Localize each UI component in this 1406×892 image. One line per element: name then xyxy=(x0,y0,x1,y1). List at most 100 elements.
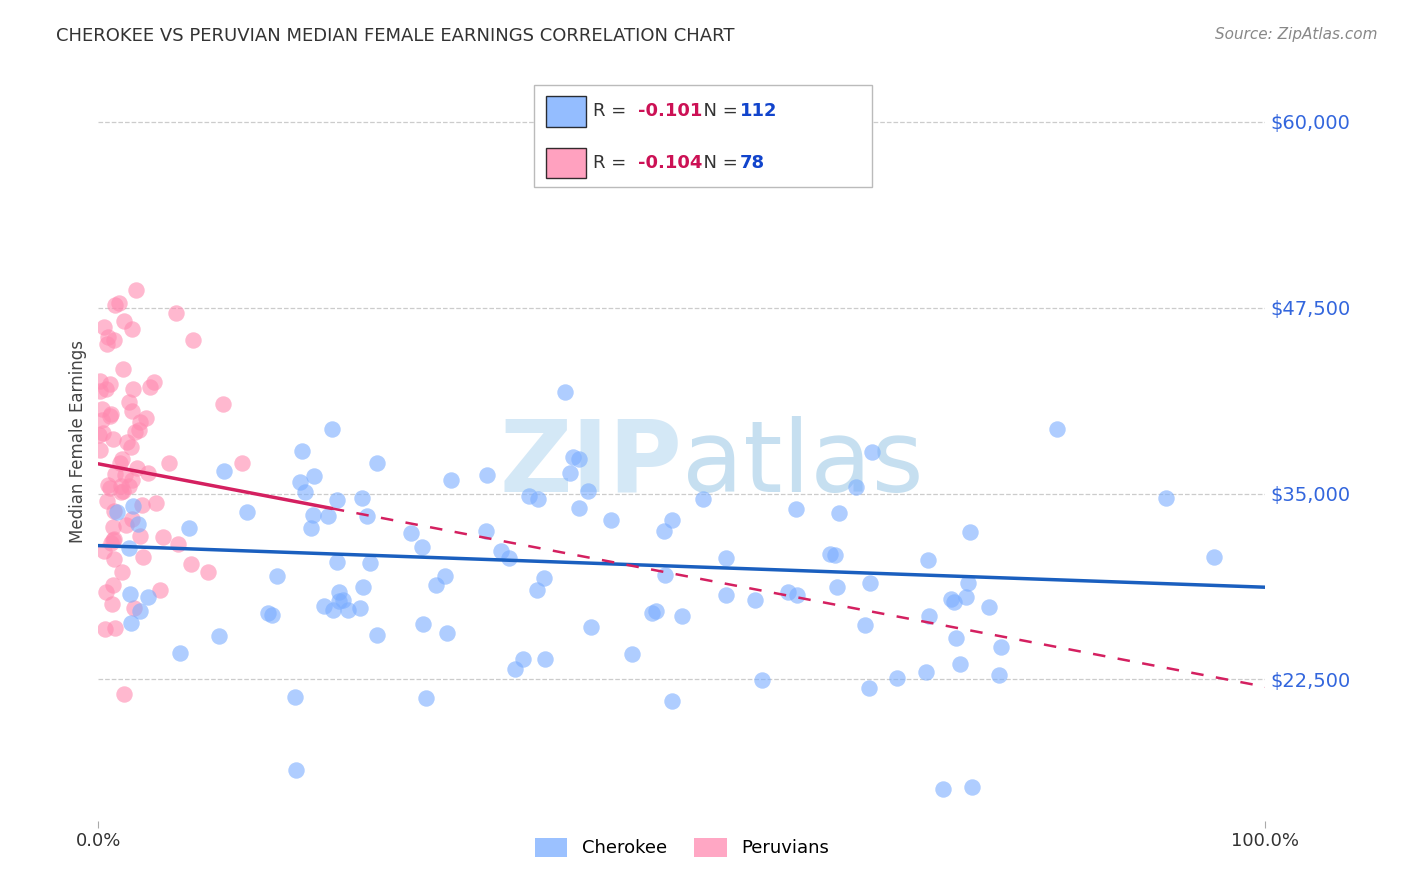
Point xyxy=(117,434,139,449)
Point xyxy=(960,780,983,794)
Point xyxy=(197,565,219,579)
Point xyxy=(104,467,127,481)
Text: R =: R = xyxy=(593,103,633,120)
Point xyxy=(122,601,145,615)
Point xyxy=(149,582,172,597)
Point xyxy=(103,333,125,347)
Point xyxy=(101,520,124,534)
Text: N =: N = xyxy=(692,103,744,120)
Point xyxy=(121,499,143,513)
Point xyxy=(692,492,714,507)
Point xyxy=(886,671,908,685)
Point xyxy=(440,473,463,487)
Point xyxy=(112,314,135,328)
Point xyxy=(645,604,668,618)
Point xyxy=(533,571,555,585)
Point xyxy=(120,616,142,631)
Text: N =: N = xyxy=(692,154,744,172)
Point xyxy=(124,425,146,439)
Point xyxy=(236,505,259,519)
Point xyxy=(366,456,388,470)
Point xyxy=(401,525,423,540)
Point xyxy=(110,479,132,493)
Point xyxy=(956,576,979,591)
Point xyxy=(621,647,644,661)
Point xyxy=(325,493,347,508)
Point xyxy=(121,473,143,487)
Point xyxy=(312,599,335,613)
Text: R =: R = xyxy=(593,154,633,172)
Text: ZIP: ZIP xyxy=(499,416,682,513)
Point xyxy=(322,603,344,617)
Point xyxy=(1154,491,1177,505)
Point xyxy=(98,409,121,424)
Point xyxy=(127,460,149,475)
Text: 78: 78 xyxy=(740,154,765,172)
Point xyxy=(359,556,381,570)
Point xyxy=(671,608,693,623)
Point xyxy=(353,580,375,594)
Point xyxy=(366,628,388,642)
Point xyxy=(858,681,880,696)
Point xyxy=(101,577,124,591)
Point xyxy=(1204,549,1226,564)
Point xyxy=(534,652,557,666)
Point xyxy=(652,524,675,538)
Point xyxy=(128,415,150,429)
Point xyxy=(328,584,350,599)
Point xyxy=(990,640,1012,655)
Point xyxy=(132,550,155,565)
Point xyxy=(111,451,134,466)
Point xyxy=(121,512,143,526)
Text: atlas: atlas xyxy=(682,416,924,513)
Point xyxy=(108,296,131,310)
Point xyxy=(640,606,662,620)
Point xyxy=(290,443,312,458)
Point xyxy=(862,445,884,459)
Point xyxy=(526,491,548,506)
Text: Source: ZipAtlas.com: Source: ZipAtlas.com xyxy=(1215,27,1378,42)
Point xyxy=(350,491,373,505)
Point xyxy=(101,597,124,611)
Point xyxy=(94,585,117,599)
Point xyxy=(127,517,149,532)
Point xyxy=(302,508,325,523)
Point xyxy=(751,673,773,688)
Point xyxy=(955,591,977,605)
Point xyxy=(599,513,621,527)
Point xyxy=(128,423,150,437)
Point xyxy=(89,384,111,398)
Y-axis label: Median Female Earnings: Median Female Earnings xyxy=(69,340,87,543)
Point xyxy=(332,592,354,607)
Point xyxy=(96,336,118,351)
Point xyxy=(825,580,848,594)
Point xyxy=(121,404,143,418)
Point xyxy=(294,484,316,499)
Point xyxy=(101,432,124,446)
Point xyxy=(152,530,174,544)
Point xyxy=(165,306,187,320)
Point xyxy=(93,320,115,334)
Point xyxy=(284,690,307,704)
Point xyxy=(503,662,526,676)
Point xyxy=(120,440,142,454)
Point xyxy=(136,590,159,604)
Point xyxy=(425,577,447,591)
Point xyxy=(818,547,841,561)
Text: -0.101: -0.101 xyxy=(638,103,703,120)
Point xyxy=(858,575,880,590)
Point xyxy=(654,567,676,582)
Point xyxy=(166,537,188,551)
Point xyxy=(302,468,325,483)
Point xyxy=(853,618,876,632)
Point xyxy=(177,521,200,535)
Point xyxy=(98,481,121,495)
Point xyxy=(169,646,191,660)
Point xyxy=(436,626,458,640)
Point xyxy=(118,541,141,555)
Point xyxy=(475,467,498,482)
Point xyxy=(94,622,117,636)
Point xyxy=(412,616,434,631)
Point xyxy=(581,620,603,634)
Point xyxy=(744,592,766,607)
